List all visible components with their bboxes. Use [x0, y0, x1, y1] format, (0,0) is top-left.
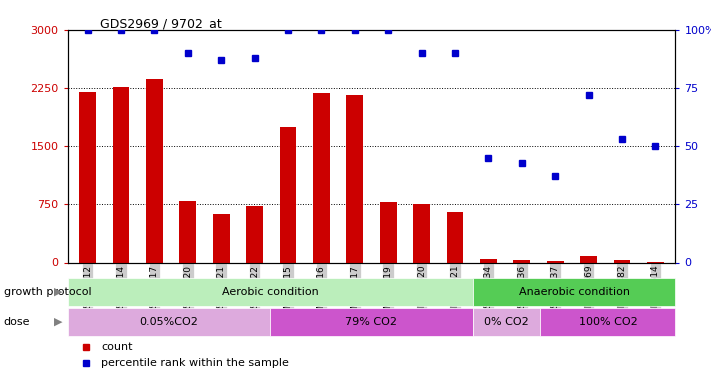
Bar: [313, 93, 330, 262]
Text: GSM225516: GSM225516: [317, 265, 326, 320]
Text: ▶: ▶: [54, 316, 63, 327]
Bar: [580, 256, 597, 262]
Text: Aerobic condition: Aerobic condition: [222, 286, 319, 297]
Bar: [473, 308, 540, 336]
Text: 0.05%CO2: 0.05%CO2: [139, 316, 198, 327]
Bar: [68, 278, 473, 306]
Text: GSM29937: GSM29937: [551, 265, 560, 314]
Text: GSM29934: GSM29934: [484, 265, 493, 314]
Text: growth protocol: growth protocol: [4, 286, 91, 297]
Text: GSM29917: GSM29917: [150, 265, 159, 314]
Text: GSM29914: GSM29914: [117, 265, 125, 314]
Text: ▶: ▶: [54, 286, 63, 297]
Text: GSM29921: GSM29921: [217, 265, 225, 314]
Text: GSM29912: GSM29912: [83, 265, 92, 314]
Text: GSM29936: GSM29936: [518, 265, 526, 314]
Text: GSM225521: GSM225521: [451, 265, 459, 320]
Text: Anaerobic condition: Anaerobic condition: [518, 286, 630, 297]
Text: percentile rank within the sample: percentile rank within the sample: [101, 358, 289, 368]
Bar: [270, 308, 473, 336]
Bar: [480, 259, 497, 262]
Text: GSM225514: GSM225514: [651, 265, 660, 320]
Text: GSM225482: GSM225482: [618, 265, 626, 320]
Text: GSM225469: GSM225469: [584, 265, 593, 320]
Bar: [413, 204, 430, 262]
Text: 0% CO2: 0% CO2: [484, 316, 529, 327]
Text: GSM29920: GSM29920: [183, 265, 192, 314]
Bar: [447, 212, 464, 262]
Text: count: count: [101, 342, 132, 352]
Bar: [179, 201, 196, 262]
Bar: [213, 214, 230, 262]
Text: 79% CO2: 79% CO2: [346, 316, 397, 327]
Text: GSM225519: GSM225519: [384, 265, 392, 320]
Bar: [547, 261, 564, 262]
Text: GSM225520: GSM225520: [417, 265, 426, 320]
Bar: [246, 206, 263, 262]
Text: GSM225517: GSM225517: [351, 265, 359, 320]
Bar: [614, 260, 631, 262]
Bar: [540, 308, 675, 336]
Bar: [112, 87, 129, 262]
Bar: [513, 260, 530, 262]
Bar: [146, 79, 163, 262]
Text: GDS2969 / 9702_at: GDS2969 / 9702_at: [100, 17, 221, 30]
Bar: [380, 202, 397, 262]
Bar: [79, 92, 96, 262]
Text: 100% CO2: 100% CO2: [579, 316, 637, 327]
Text: dose: dose: [4, 316, 30, 327]
Bar: [346, 95, 363, 262]
Bar: [279, 127, 296, 262]
Bar: [473, 278, 675, 306]
Bar: [68, 308, 270, 336]
Text: GSM225515: GSM225515: [284, 265, 292, 320]
Text: GSM29922: GSM29922: [250, 265, 259, 314]
